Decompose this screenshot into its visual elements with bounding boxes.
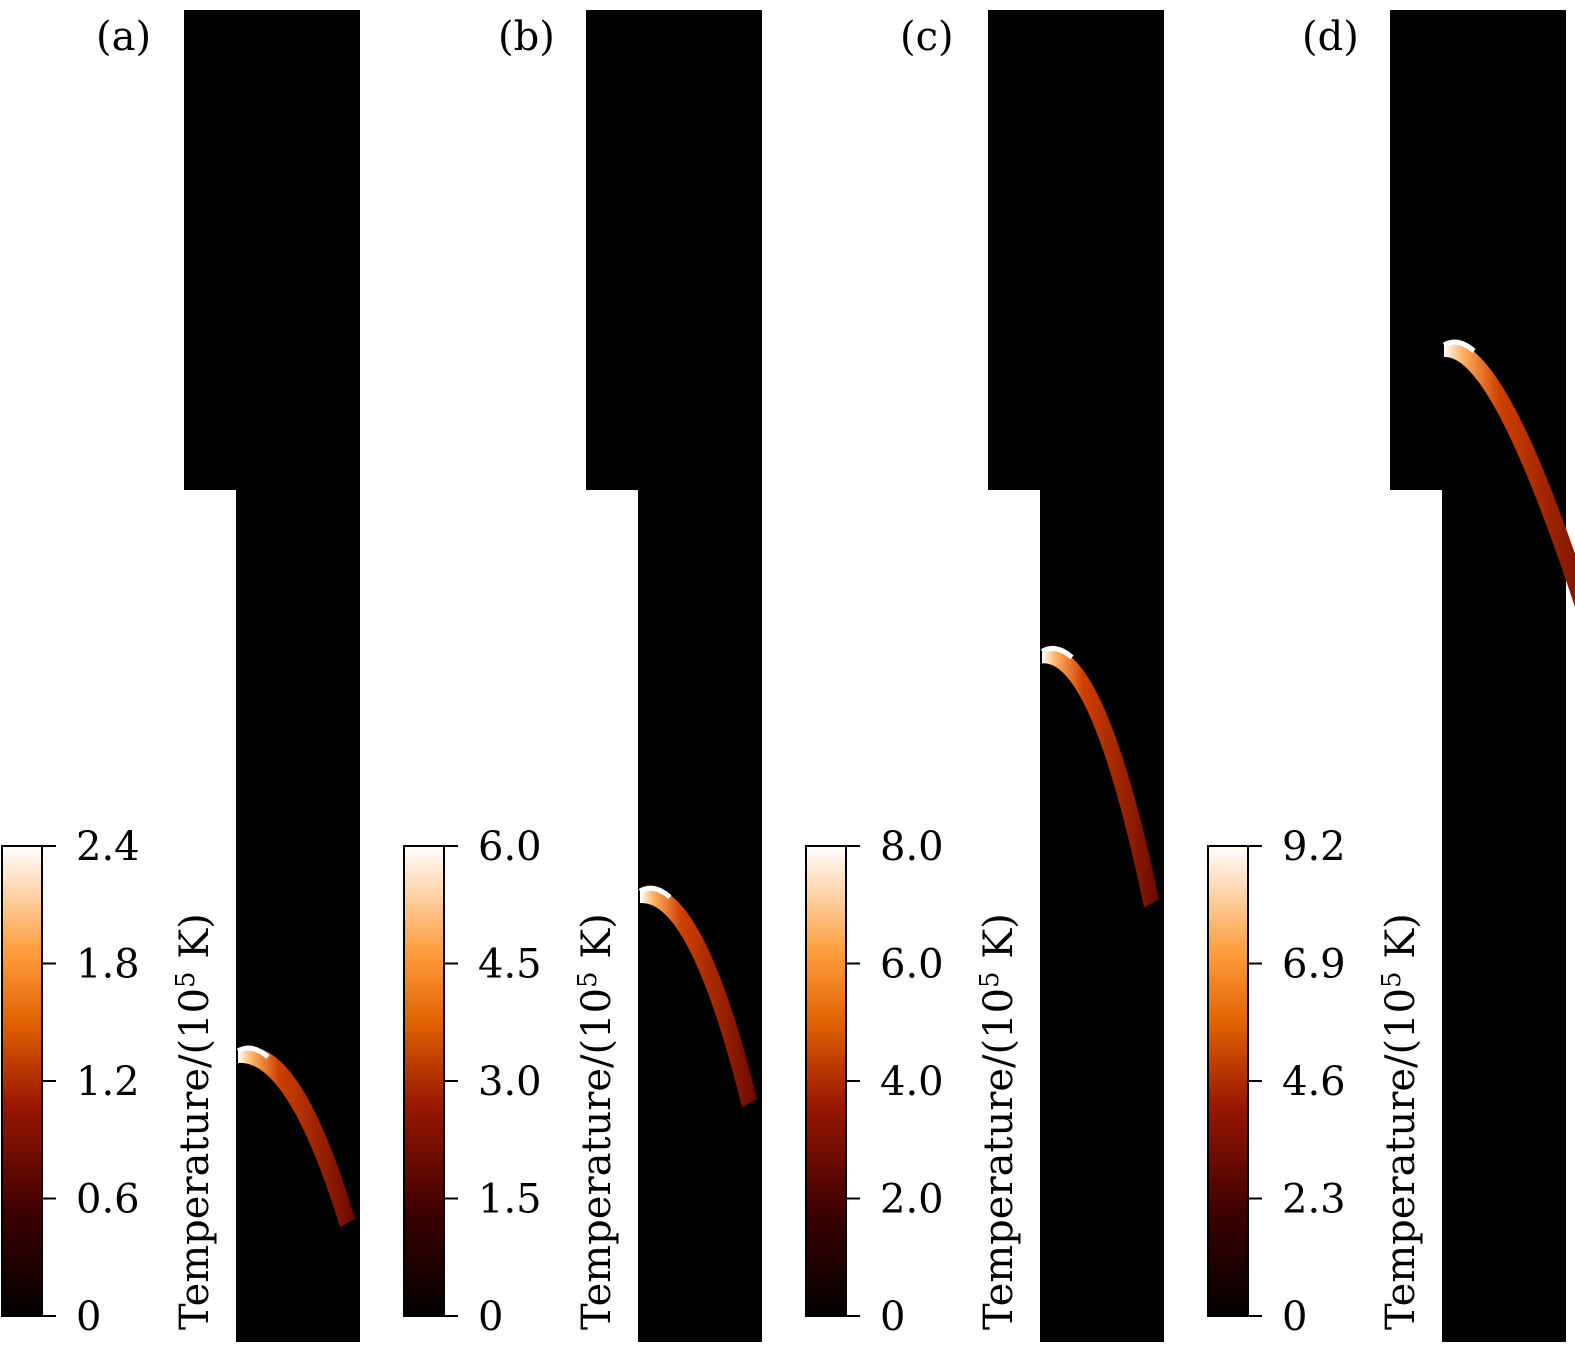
colorbar-tick-label: 0 [880,1294,905,1340]
panel-label: (d) [1302,14,1359,60]
panel-label: (b) [498,14,555,60]
colorbar-title-unit: K) [976,913,1022,971]
colorbar-tick-label: 6.0 [880,942,944,988]
panel-1: (a) 0 0.6 1.2 1.8 2.4 Temperature/(105 K) [1,10,360,1342]
colorbar-tick-label: 1.5 [478,1177,542,1223]
colorbar-title-exponent: 5 [1377,971,1407,988]
panel-label: (a) [96,14,151,60]
colorbar-title-unit: K) [172,913,218,971]
colorbar [1207,845,1249,1317]
temperature-front [238,1047,355,1227]
front-peak [1040,645,1074,660]
domain-region [1390,10,1566,1342]
colorbar-tick-label: 0.6 [76,1177,140,1223]
colorbar [805,845,847,1317]
temperature-front [1042,647,1159,908]
colorbar-title: Temperature/(105 K) [1377,913,1424,1330]
colorbar-tick-label: 0 [478,1294,503,1340]
colorbar-tick-label: 1.2 [76,1059,140,1105]
panel-3: (c) 0 2.0 4.0 6.0 8.0 Temperature/(105 K) [805,10,1164,1342]
front-peak [638,885,672,900]
colorbar-tick-label: 6.9 [1282,942,1346,988]
colorbar-tick-label: 4.5 [478,942,542,988]
temperature-front [640,887,757,1108]
colorbar-tick-label: 2.0 [880,1177,944,1223]
colorbar-title-exponent: 5 [975,971,1005,988]
colorbar-tick-label: 8.0 [880,824,944,870]
colorbar-tick-label: 2.3 [1282,1177,1346,1223]
colorbar-tick-label: 2.4 [76,824,140,870]
colorbar-title-main: Temperature/(10 [574,988,620,1330]
colorbar-title-main: Temperature/(10 [172,988,218,1330]
colorbar-title-exponent: 5 [171,971,201,988]
colorbar-tick-label: 4.6 [1282,1059,1346,1105]
colorbar-tick-label: 3.0 [478,1059,542,1105]
colorbar [403,845,445,1317]
colorbar-title-unit: K) [1378,913,1424,971]
colorbar-title-main: Temperature/(10 [1378,988,1424,1330]
colorbar-title: Temperature/(105 K) [975,913,1022,1330]
colorbar-title-exponent: 5 [573,971,603,988]
panel-label: (c) [900,14,954,60]
colorbar-tick-label: 4.0 [880,1059,944,1105]
colorbar-title: Temperature/(105 K) [573,913,620,1330]
colorbar-tick-label: 0 [1282,1294,1307,1340]
colorbar-title: Temperature/(105 K) [171,913,218,1330]
panel-2: (b) 0 1.5 3.0 4.5 6.0 Temperature/(105 K) [403,10,762,1342]
colorbar-tick-label: 9.2 [1282,824,1346,870]
panel-4: (d) 0 2.3 4.6 6.9 9.2 Temperature/(105 K) [1207,10,1575,1342]
front-peak [1442,339,1476,353]
colorbar-tick-label: 0 [76,1294,101,1340]
domain-region [184,10,360,1342]
colorbar-tick-label: 1.8 [76,942,140,988]
colorbar-title-unit: K) [574,913,620,971]
front-peak [236,1045,270,1059]
colorbar [1,845,43,1317]
colorbar-title-main: Temperature/(10 [976,988,1022,1330]
colorbar-tick-label: 6.0 [478,824,542,870]
